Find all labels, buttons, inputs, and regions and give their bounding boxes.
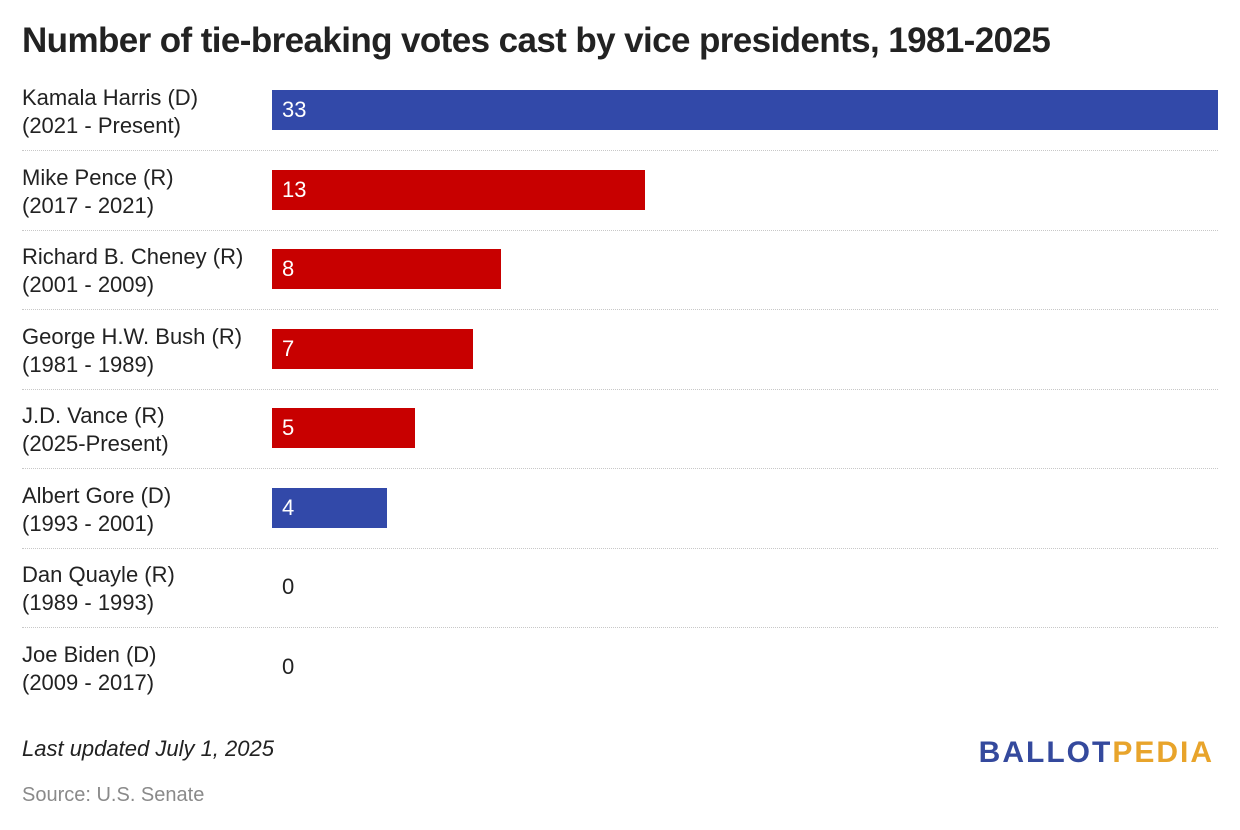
bar-value-label: 8 bbox=[282, 256, 295, 281]
bar-value-label: 7 bbox=[282, 335, 295, 361]
row-label: Dan Quayle (R) (1989 - 1993) bbox=[22, 561, 267, 617]
vp-term: (2025-Present) bbox=[22, 431, 169, 456]
row-separator bbox=[22, 309, 1218, 310]
bar-value-label: 0 bbox=[282, 574, 295, 599]
vp-name: Joe Biden (D) bbox=[22, 641, 157, 667]
row-label: J.D. Vance (R) (2025-Present) bbox=[22, 402, 267, 458]
bar bbox=[272, 408, 415, 448]
vp-name: Dan Quayle (R) bbox=[22, 562, 175, 587]
vp-term: (1993 - 2001) bbox=[22, 510, 155, 536]
row-label: Mike Pence (R) (2017 - 2021) bbox=[22, 164, 267, 220]
vp-name: Richard B. Cheney (R) bbox=[22, 244, 244, 269]
row-separator bbox=[22, 388, 1218, 390]
vp-name: Albert Gore (D) bbox=[22, 482, 172, 508]
bar-value-label: 13 bbox=[282, 176, 307, 202]
chart-row: Joe Biden (D) (2009 - 2017) 0 bbox=[22, 641, 1218, 721]
chart-row: J.D. Vance (R) (2025-Present) 5 bbox=[22, 402, 1218, 482]
vp-name: J.D. Vance (R) bbox=[22, 403, 165, 428]
bar-value-label: 33 bbox=[282, 97, 307, 122]
ballotpedia-logo: BALLOTPEDIA bbox=[979, 736, 1214, 770]
bar bbox=[272, 328, 473, 369]
chart-row: Richard B. Cheney (R) (2001 - 2009) 8 bbox=[22, 243, 1218, 323]
chart-row: Mike Pence (R) (2017 - 2021) 13 bbox=[22, 164, 1218, 244]
vp-term: (1981 - 1989) bbox=[22, 351, 155, 377]
vp-term: (1989 - 1993) bbox=[22, 590, 155, 615]
row-label: Joe Biden (D) (2009 - 2017) bbox=[22, 641, 267, 697]
vp-term: (2009 - 2017) bbox=[22, 669, 155, 695]
vp-term: (2021 - Present) bbox=[22, 113, 181, 138]
row-label: George H.W. Bush (R) (1981 - 1989) bbox=[22, 323, 267, 379]
row-separator bbox=[22, 229, 1218, 231]
bar bbox=[272, 90, 1218, 130]
last-updated-note: Last updated July 1, 2025 bbox=[22, 736, 274, 761]
bar-value-label: 4 bbox=[282, 494, 295, 520]
bar-value-label: 5 bbox=[282, 415, 295, 440]
vp-term: (2017 - 2021) bbox=[22, 192, 155, 218]
vp-name: Mike Pence (R) bbox=[22, 164, 174, 190]
vp-term: (2001 - 2009) bbox=[22, 272, 155, 297]
row-label: Richard B. Cheney (R) (2001 - 2009) bbox=[22, 243, 267, 299]
bar bbox=[272, 487, 387, 528]
chart-row: Kamala Harris (D) (2021 - Present) 33 bbox=[22, 84, 1218, 164]
row-separator bbox=[22, 547, 1218, 549]
logo-part-pedia: PEDIA bbox=[1112, 736, 1214, 769]
chart-title: Number of tie-breaking votes cast by vic… bbox=[22, 21, 1051, 60]
row-separator bbox=[22, 627, 1218, 628]
chart-row: Dan Quayle (R) (1989 - 1993) 0 bbox=[22, 561, 1218, 641]
row-label: Albert Gore (D) (1993 - 2001) bbox=[22, 482, 267, 538]
row-separator bbox=[22, 468, 1218, 469]
chart-row: George H.W. Bush (R) (1981 - 1989) 7 bbox=[22, 323, 1218, 403]
vp-name: George H.W. Bush (R) bbox=[22, 323, 243, 349]
source-note: Source: U.S. Senate bbox=[22, 784, 205, 806]
chart-row: Albert Gore (D) (1993 - 2001) 4 bbox=[22, 482, 1218, 562]
row-separator bbox=[22, 150, 1218, 151]
row-label: Kamala Harris (D) (2021 - Present) bbox=[22, 84, 267, 140]
vp-name: Kamala Harris (D) bbox=[22, 85, 199, 110]
bar-value-label: 0 bbox=[282, 653, 295, 679]
bar bbox=[272, 169, 645, 210]
bar bbox=[272, 249, 501, 289]
logo-part-ballot: BALLOT bbox=[978, 736, 1113, 769]
